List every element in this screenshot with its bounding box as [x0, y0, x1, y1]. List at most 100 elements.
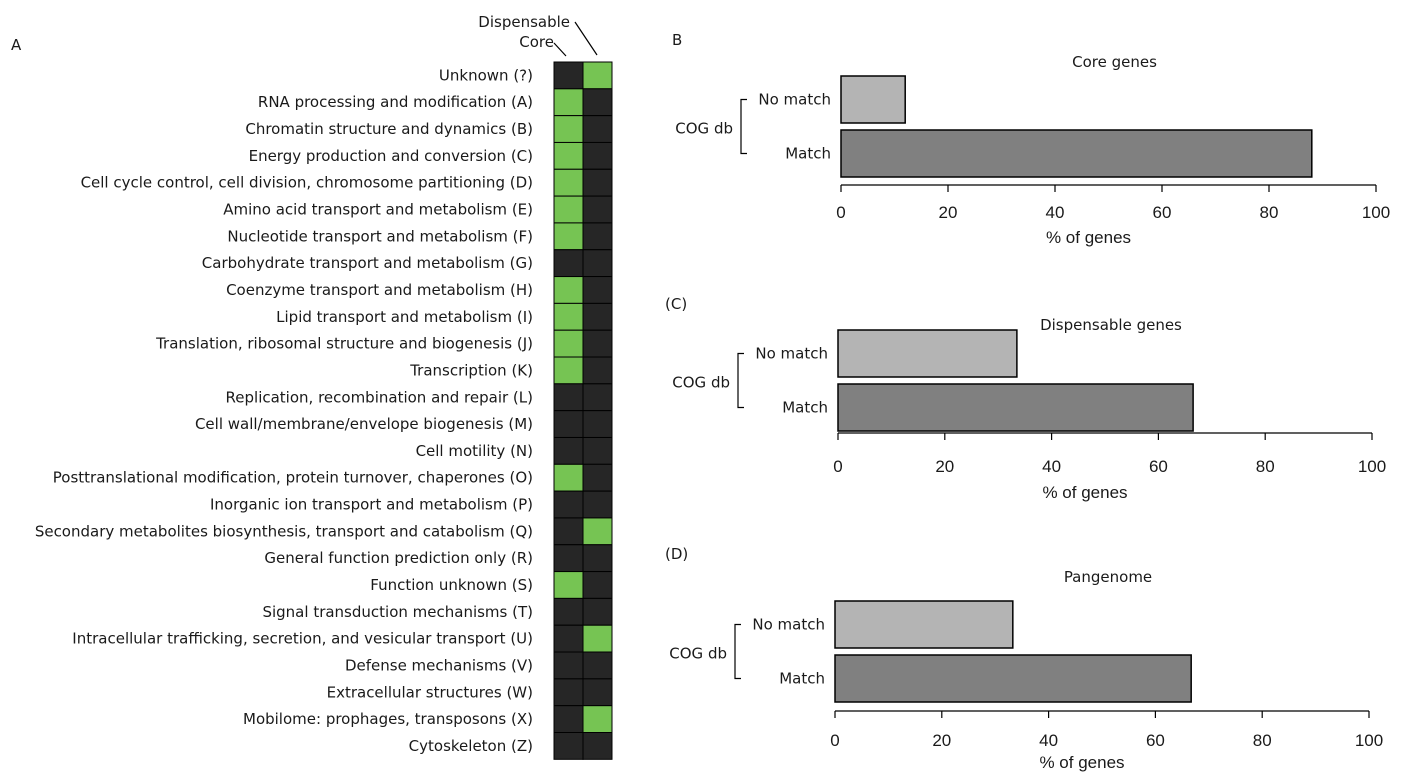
heatmap-row-label: Cytoskeleton (Z) [409, 737, 533, 755]
heatmap-cell-core [553, 410, 584, 438]
heatmap-row-label: RNA processing and modification (A) [258, 93, 533, 111]
heatmap-row-label: Cell motility (N) [416, 442, 533, 460]
x-tick-label: 40 [1039, 731, 1058, 750]
x-tick-label: 80 [1253, 731, 1272, 750]
heatmap-cell-core [553, 624, 584, 653]
heatmap-row-label: Translation, ribosomal structure and bio… [155, 335, 533, 353]
heatmap-cell-core [553, 490, 584, 519]
heatmap-cell-core [553, 302, 584, 331]
x-tick-label: 60 [1146, 731, 1165, 750]
heatmap-cell-core [553, 732, 584, 760]
heatmap-cell-dispensable [582, 329, 613, 358]
x-tick-label: 80 [1256, 457, 1275, 476]
heatmap-cell-core [553, 571, 584, 599]
heatmap-cell-dispensable [582, 732, 613, 760]
x-tick-label: 100 [1358, 457, 1386, 476]
heatmap-cell-dispensable [582, 597, 613, 626]
column-header-core: Core [519, 33, 554, 51]
category-label: Match [779, 670, 825, 688]
heatmap-cell-dispensable [582, 88, 613, 117]
heatmap-cell-dispensable [582, 115, 613, 143]
bar-no-match [834, 600, 1014, 649]
bar-no-match [840, 75, 906, 124]
bar-match [834, 654, 1192, 703]
x-tick-label: 80 [1260, 203, 1279, 222]
heatmap-row-label: Posttranslational modification, protein … [53, 469, 533, 487]
heatmap-cell-dispensable [582, 490, 613, 519]
heatmap-row-label: Intracellular trafficking, secretion, an… [72, 630, 533, 648]
heatmap-row-label: Nucleotide transport and metabolism (F) [227, 227, 533, 245]
heatmap-cell-dispensable [582, 141, 613, 170]
x-tick-label: 0 [833, 457, 842, 476]
bar-chart-panel: B Core genes No match Match COG db 0 20 40 60 80 1… [672, 31, 1390, 247]
heatmap-row-label: Cell wall/membrane/envelope biogenesis (… [195, 415, 533, 433]
heatmap-cell-core [553, 678, 584, 707]
heatmap-row-label: Cell cycle control, cell division, chrom… [81, 174, 533, 192]
panel-label: B [672, 31, 682, 49]
heatmap-row-label: Signal transduction mechanisms (T) [262, 603, 533, 621]
heatmap-cell-core [553, 222, 584, 251]
bar-chart-panel: (D) Pangenome No match Match COG db 0 20 40 60 80… [665, 545, 1383, 772]
heatmap-cell-dispensable [582, 651, 613, 680]
heatmap-cell-dispensable [582, 463, 613, 492]
category-bracket [734, 623, 741, 680]
y-axis-label: COG db [672, 374, 730, 392]
heatmap-cell-core [553, 517, 584, 546]
heatmap-row-label: Coenzyme transport and metabolism (H) [226, 281, 533, 299]
heatmap-cell-dispensable [582, 517, 613, 546]
chart-title: Pangenome [1064, 568, 1152, 586]
heatmap-cell-dispensable [582, 678, 613, 707]
heatmap-cell-dispensable [582, 705, 613, 733]
heatmap-row-label: Energy production and conversion (C) [249, 147, 533, 165]
x-tick-label: 100 [1362, 203, 1390, 222]
heatmap-cell-dispensable [582, 356, 613, 385]
y-axis-label: COG db [669, 645, 727, 663]
heatmap-cell-core [553, 463, 584, 492]
y-axis-label: COG db [675, 120, 733, 138]
chart-title: Dispensable genes [1040, 316, 1182, 334]
heatmap-cell-core [553, 651, 584, 680]
category-label: No match [758, 91, 831, 109]
x-tick-label: 20 [939, 203, 958, 222]
heatmap-row-label: Replication, recombination and repair (L… [226, 388, 533, 406]
x-tick-label: 60 [1153, 203, 1172, 222]
panel-label: (C) [665, 295, 687, 313]
panel-label: (D) [665, 545, 688, 563]
heatmap-row-label: Lipid transport and metabolism (I) [276, 308, 533, 326]
heatmap-cell-core [553, 436, 584, 465]
heatmap-cell-dispensable [582, 222, 613, 251]
category-label: Match [785, 145, 831, 163]
x-axis-label: % of genes [1039, 753, 1124, 772]
heatmap-cell-dispensable [582, 436, 613, 465]
heatmap-cell-dispensable [582, 624, 613, 653]
heatmap-row-label: Unknown (?) [439, 66, 533, 84]
heatmap-cell-dispensable [582, 168, 613, 197]
chart-title: Core genes [1072, 53, 1157, 71]
x-tick-label: 0 [830, 731, 839, 750]
heatmap-cell-dispensable [582, 195, 613, 224]
x-tick-label: 60 [1149, 457, 1168, 476]
heatmap-row-label: Amino acid transport and metabolism (E) [223, 201, 533, 219]
heatmap-cell-dispensable [582, 249, 613, 278]
bar-chart-panel: (C) Dispensable genes No match Match COG db 0… [665, 295, 1386, 502]
heatmap-cell-core [553, 597, 584, 626]
heatmap-cell-core [553, 276, 584, 304]
category-label: No match [752, 616, 825, 634]
x-axis-label: % of genes [1042, 483, 1127, 502]
bar-panels: B Core genes No match Match COG db 0 20 40 60 80 1… [665, 31, 1390, 772]
heatmap-row-label: Secondary metabolites biosynthesis, tran… [35, 522, 533, 540]
heatmap-row-label: Function unknown (S) [370, 576, 533, 594]
heatmap-cell-dispensable [582, 276, 613, 304]
x-tick-label: 20 [935, 457, 954, 476]
heatmap-row-label: Extracellular structures (W) [327, 683, 533, 701]
heatmap-cell-core [553, 141, 584, 170]
column-header-dispensable: Dispensable [478, 13, 570, 31]
heatmap-cell-core [553, 115, 584, 143]
bar-match [840, 129, 1313, 178]
category-label: Match [782, 399, 828, 417]
heatmap-cell-core [553, 88, 584, 117]
x-axis-label: % of genes [1046, 228, 1131, 247]
heatmap-cell-core [553, 383, 584, 412]
x-tick-label: 20 [932, 731, 951, 750]
